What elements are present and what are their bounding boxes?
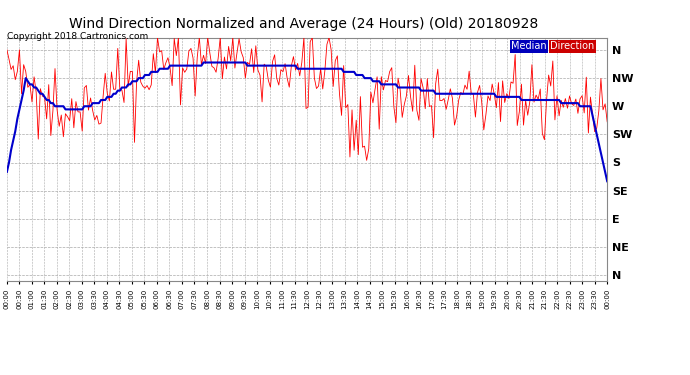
Text: Copyright 2018 Cartronics.com: Copyright 2018 Cartronics.com xyxy=(7,32,148,41)
Text: Wind Direction Normalized and Average (24 Hours) (Old) 20180928: Wind Direction Normalized and Average (2… xyxy=(69,17,538,31)
Text: Direction: Direction xyxy=(550,41,594,51)
Text: Median: Median xyxy=(511,41,546,51)
